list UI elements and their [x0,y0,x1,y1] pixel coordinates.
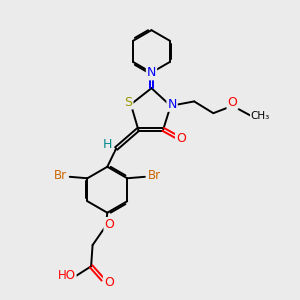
Text: Br: Br [148,169,161,182]
Text: O: O [104,276,114,289]
Text: O: O [176,132,186,145]
Text: N: N [147,66,156,80]
Text: N: N [167,98,177,111]
Text: O: O [227,96,237,109]
Text: H: H [103,139,112,152]
Text: O: O [104,218,114,231]
Text: Br: Br [54,169,67,182]
Text: HO: HO [58,268,76,282]
Text: S: S [124,95,133,109]
Text: CH₃: CH₃ [251,110,270,121]
